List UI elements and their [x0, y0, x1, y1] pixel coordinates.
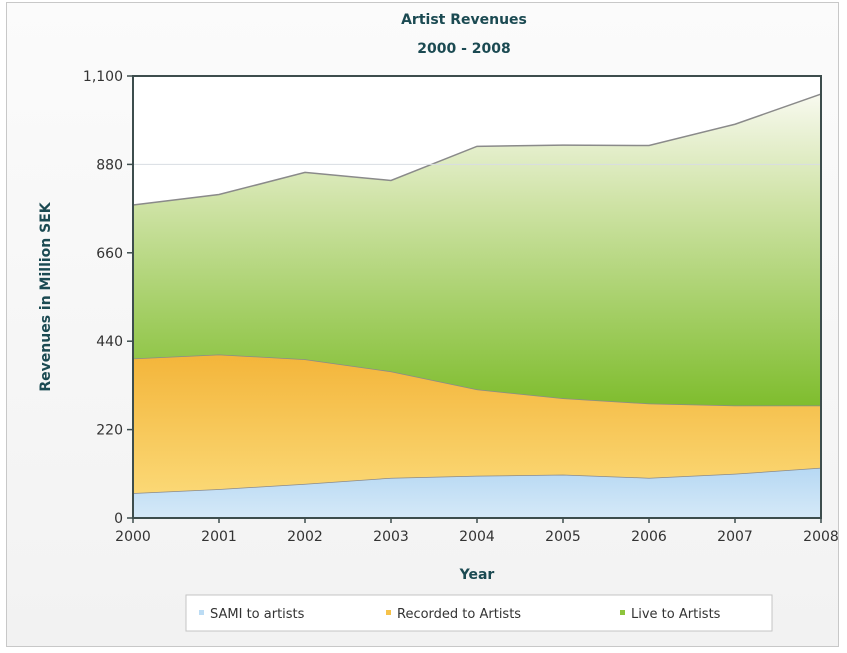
areas-layer — [132, 93, 822, 518]
y-tick-label: 880 — [96, 157, 123, 173]
legend-item-recorded-to-artists: Recorded to Artists — [386, 607, 521, 622]
y-tick-label: 1,100 — [83, 69, 123, 85]
legend-item-sami-to-artists: SAMI to artists — [199, 607, 305, 622]
y-tick-label: 440 — [96, 334, 123, 350]
legend-item-live-to-artists: Live to Artists — [620, 607, 721, 622]
x-tick-label: 2004 — [459, 529, 495, 545]
legend-swatch — [386, 610, 391, 615]
area-sami-to-artists — [133, 467, 821, 518]
x-tick-label: 2005 — [545, 529, 581, 545]
legend-label: Recorded to Artists — [397, 607, 521, 622]
legend-swatch — [199, 610, 204, 615]
legend: SAMI to artists Recorded to Artists Live t… — [185, 594, 773, 632]
x-tick-label: 2000 — [115, 529, 151, 545]
legend-swatch — [620, 610, 625, 615]
x-tick-label: 2006 — [631, 529, 667, 545]
area-recorded-to-artists — [133, 354, 821, 494]
y-tick-label: 660 — [96, 246, 123, 262]
x-tick-label: 2003 — [373, 529, 409, 545]
legend-label: SAMI to artists — [210, 607, 305, 622]
x-tick-label: 2002 — [287, 529, 323, 545]
x-tick-label: 2008 — [803, 529, 839, 545]
area-live-to-artists — [133, 94, 821, 406]
series-line-live-to-artists — [132, 93, 822, 206]
y-axis-title: Revenues in Million SEK — [38, 201, 54, 391]
y-axis: 0 220 440 660 880 1,100 — [83, 69, 133, 527]
x-tick-label: 2001 — [201, 529, 237, 545]
x-axis-title: Year — [459, 567, 495, 583]
chart-title: Artist Revenues — [401, 12, 527, 28]
legend-label: Live to Artists — [631, 607, 721, 622]
y-tick-label: 220 — [96, 423, 123, 439]
x-axis: 2000 2001 2002 2003 2004 2005 2006 2007 2008 — [115, 518, 839, 545]
legend-box — [185, 594, 773, 632]
x-tick-label: 2007 — [717, 529, 753, 545]
chart-subtitle: 2000 - 2008 — [417, 41, 511, 57]
y-tick-label: 0 — [114, 511, 123, 527]
